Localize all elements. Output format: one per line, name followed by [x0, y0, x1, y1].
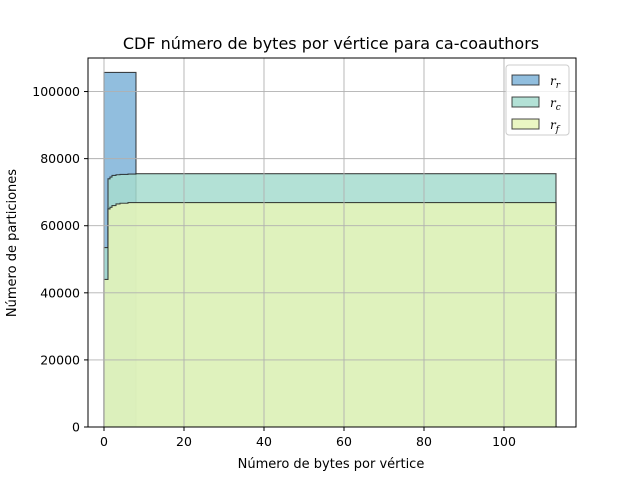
x-tick-label: 40: [256, 434, 272, 449]
plot-frame: [87, 57, 577, 428]
x-axis-label: Número de bytes por vértice: [238, 457, 425, 472]
x-tick-label: 60: [336, 434, 352, 449]
y-tick-label: 80000: [40, 151, 80, 166]
y-tick-label: 40000: [40, 285, 80, 300]
x-tick-label: 0: [100, 434, 108, 449]
chart-title: CDF número de bytes por vértice para ca-…: [123, 34, 539, 53]
legend-label-r_c: rc: [550, 96, 561, 113]
legend-symbol: r: [550, 96, 557, 110]
y-tick-label: 100000: [32, 84, 80, 99]
legend-swatch-r_f: [511, 118, 540, 130]
series-r_f-area: [103, 202, 557, 428]
x-tick-label: 80: [416, 434, 432, 449]
legend-swatch-r_r: [511, 74, 540, 86]
series-layer: [103, 71, 557, 428]
y-tick-label: 0: [72, 420, 80, 435]
legend-swatch-r_c: [511, 96, 540, 108]
x-tick-label: 100: [492, 434, 516, 449]
ticks: 0 20 40 60 80 100 0 20000 40000 60000 80000 100000: [32, 84, 516, 449]
y-axis-label: Número de particiones: [5, 169, 20, 317]
legend-label-r_f: rf: [550, 118, 561, 135]
legend-subscript: r: [556, 81, 561, 91]
legend-subscript: f: [555, 125, 561, 135]
y-tick-label: 20000: [40, 352, 80, 367]
legend-symbol: r: [550, 118, 557, 132]
legend-label-r_r: rr: [550, 74, 561, 91]
x-tick-label: 20: [176, 434, 192, 449]
legend-subscript: c: [556, 103, 561, 113]
y-tick-label: 60000: [40, 218, 80, 233]
legend-symbol: r: [550, 74, 557, 88]
